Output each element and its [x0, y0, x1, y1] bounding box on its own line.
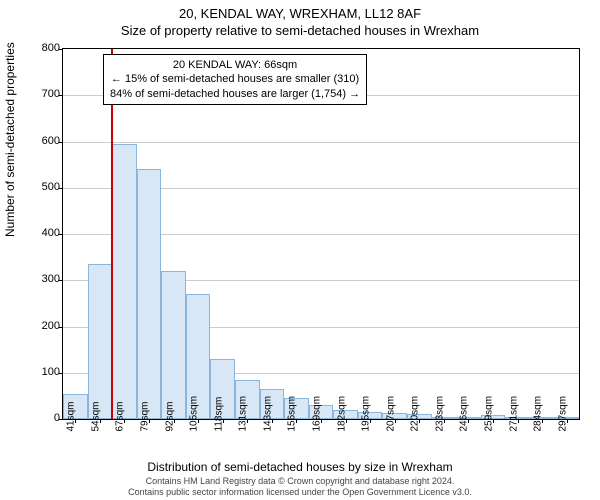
- ytick-label: 600: [24, 135, 60, 147]
- info-line-2: ← 15% of semi-detached houses are smalle…: [110, 72, 360, 86]
- histogram-bar: [137, 169, 162, 419]
- y-axis-label: Number of semi-detached properties: [3, 42, 17, 237]
- footer-line-1: Contains HM Land Registry data © Crown c…: [0, 476, 600, 487]
- footer-line-2: Contains public sector information licen…: [0, 487, 600, 498]
- ytick-label: 400: [24, 227, 60, 239]
- ytick-label: 0: [24, 412, 60, 424]
- ytick-label: 300: [24, 273, 60, 285]
- info-line-1: 20 KENDAL WAY: 66sqm: [110, 58, 360, 72]
- ytick-label: 100: [24, 366, 60, 378]
- info-line-3: 84% of semi-detached houses are larger (…: [110, 87, 360, 101]
- info-box: 20 KENDAL WAY: 66sqm ← 15% of semi-detac…: [103, 54, 367, 105]
- histogram-bar: [112, 144, 137, 419]
- ytick-label: 800: [24, 42, 60, 54]
- gridline: [63, 142, 579, 143]
- x-axis-label: Distribution of semi-detached houses by …: [0, 460, 600, 474]
- chart-container: 20, KENDAL WAY, WREXHAM, LL12 8AF Size o…: [0, 0, 600, 500]
- title-address: 20, KENDAL WAY, WREXHAM, LL12 8AF: [0, 0, 600, 21]
- histogram-bar: [88, 264, 113, 419]
- ytick-label: 500: [24, 181, 60, 193]
- plot-area: 20 KENDAL WAY: 66sqm ← 15% of semi-detac…: [62, 48, 580, 420]
- ytick-label: 700: [24, 88, 60, 100]
- footer-attribution: Contains HM Land Registry data © Crown c…: [0, 476, 600, 498]
- histogram-bar: [161, 271, 186, 419]
- ytick-label: 200: [24, 320, 60, 332]
- title-subtitle: Size of property relative to semi-detach…: [0, 21, 600, 38]
